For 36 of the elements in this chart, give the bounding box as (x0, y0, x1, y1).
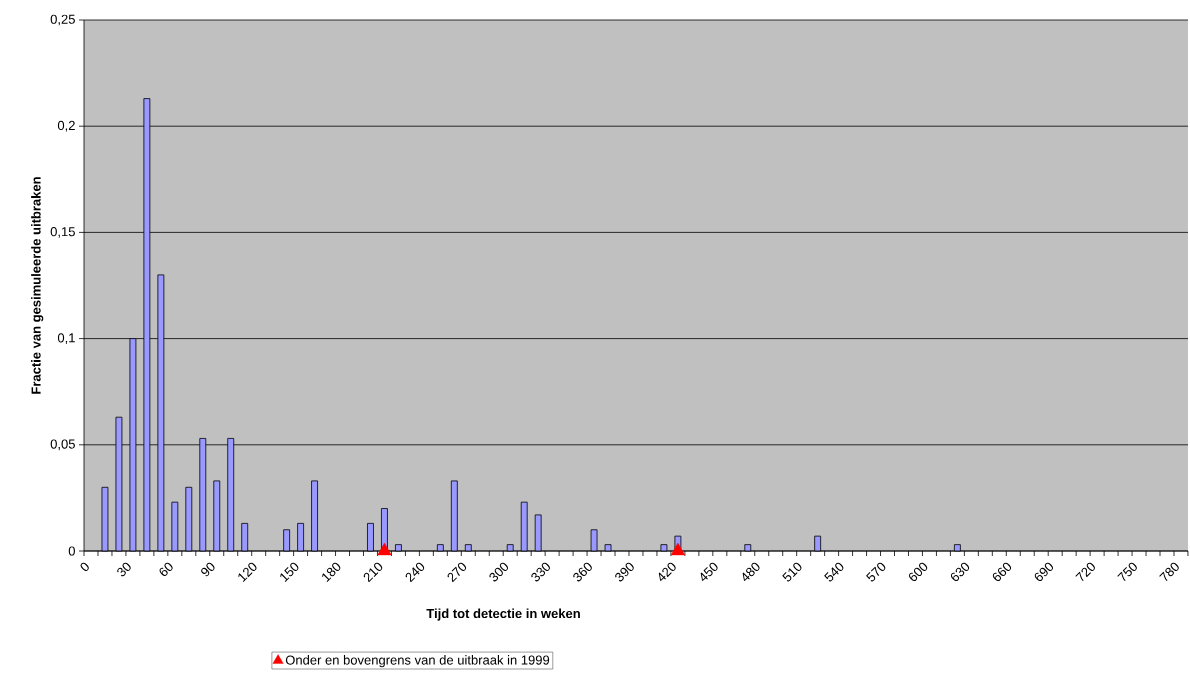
x-tick-label: 30 (117, 562, 131, 577)
x-tick-label: 150 (280, 562, 299, 583)
x-tick-label: 300 (489, 562, 509, 582)
x-tick-label: 480 (742, 562, 760, 582)
x-tick-label: 360 (573, 562, 592, 582)
y-tick-label: 0,1 (57, 333, 75, 344)
y-tick-label: 0,25 (50, 14, 75, 26)
x-tick-label: 60 (159, 562, 173, 576)
x-tick-label: 660 (992, 562, 1012, 582)
x-tick-label: 750 (1117, 562, 1137, 582)
x-tick-label: 780 (1159, 562, 1179, 582)
x-tick-label: 330 (531, 562, 550, 582)
legend-label: Onder en bovengrens van de uitbraak in 1999 (285, 655, 550, 668)
x-tick-label: 630 (950, 562, 970, 582)
y-tick-label: 0,05 (50, 439, 75, 451)
x-tick-label: 270 (447, 562, 467, 583)
y-tick-label: 0,15 (50, 227, 75, 238)
x-tick-label: 720 (1075, 562, 1095, 582)
x-tick-label: 90 (201, 562, 215, 577)
x-tick-label: 600 (909, 562, 928, 582)
x-tick-label: 240 (405, 562, 425, 583)
x-tick-label: 510 (782, 562, 802, 582)
x-tick-label: 420 (658, 562, 676, 582)
x-tick-label: 570 (866, 562, 886, 582)
x-axis-title: Tijd tot detectie in weken (426, 608, 580, 621)
x-tick-label: 180 (322, 562, 341, 583)
x-tick-label: 390 (615, 562, 634, 582)
x-tick-label: 0 (80, 562, 89, 571)
y-axis-title: Fractie van gesimuleerde uitbraken (31, 177, 44, 394)
y-tick-label: 0,2 (57, 120, 75, 132)
x-tick-label: 210 (363, 562, 383, 583)
x-tick-label: 540 (824, 562, 844, 582)
x-tick-label: 450 (700, 562, 718, 582)
x-tick-label: 120 (238, 562, 257, 583)
y-tick-label: 0 (68, 546, 75, 556)
x-tick-label: 690 (1034, 562, 1054, 582)
